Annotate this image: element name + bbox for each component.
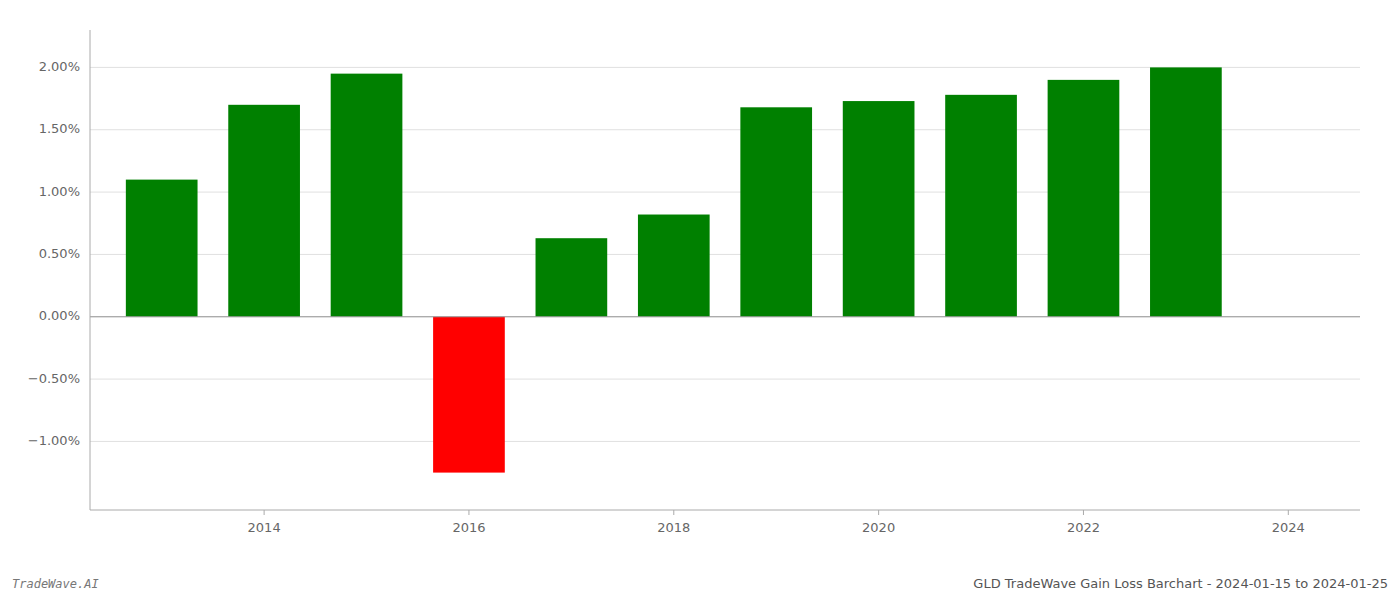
y-tick-label: 0.00% <box>39 308 80 323</box>
footer-text: TradeWave.AI <box>12 577 99 591</box>
zero-line <box>90 316 1360 317</box>
x-tick <box>468 510 469 515</box>
bar <box>638 215 710 317</box>
bar <box>945 95 1017 317</box>
bars <box>126 67 1222 472</box>
y-tick-label: 1.00% <box>39 184 80 199</box>
y-tick-label: 2.00% <box>39 59 80 74</box>
x-tick-label: 2018 <box>657 520 690 535</box>
grid-line <box>90 316 1360 317</box>
x-tick-label: 2016 <box>452 520 485 535</box>
x-tick-label: 2022 <box>1067 520 1100 535</box>
x-tick <box>1083 510 1084 515</box>
bar <box>228 105 300 317</box>
chart-title: GLD TradeWave Gain Loss Barchart - 2024-… <box>973 576 1388 591</box>
x-tick-label: 2024 <box>1272 520 1305 535</box>
x-tick-label: 2014 <box>248 520 281 535</box>
x-axis-line <box>90 510 1360 511</box>
y-axis-line <box>90 30 91 510</box>
bar <box>126 180 198 317</box>
y-tick-label: −0.50% <box>28 371 80 386</box>
y-tick-label: −1.00% <box>28 433 80 448</box>
bar <box>740 107 812 316</box>
bar <box>331 74 403 317</box>
x-tick-label: 2020 <box>862 520 895 535</box>
grid-line <box>90 379 1360 380</box>
x-tick <box>673 510 674 515</box>
grid-line <box>90 441 1360 442</box>
chart-container: −1.00% −0.50% 0.00% 0.50% 1.00% 1.50% 2.00% 201… <box>0 0 1400 600</box>
bar <box>1048 80 1120 317</box>
y-grid <box>90 67 1360 441</box>
y-tick-label: 1.50% <box>39 121 80 136</box>
bar <box>1150 67 1222 316</box>
x-tick <box>1288 510 1289 515</box>
bar <box>843 101 915 317</box>
y-tick-label: 0.50% <box>39 246 80 261</box>
chart: −1.00% −0.50% 0.00% 0.50% 1.00% 1.50% 2.00% 201… <box>0 0 1400 600</box>
x-tick <box>878 510 879 515</box>
bar <box>536 238 608 317</box>
bar <box>433 317 505 473</box>
x-tick <box>264 510 265 515</box>
